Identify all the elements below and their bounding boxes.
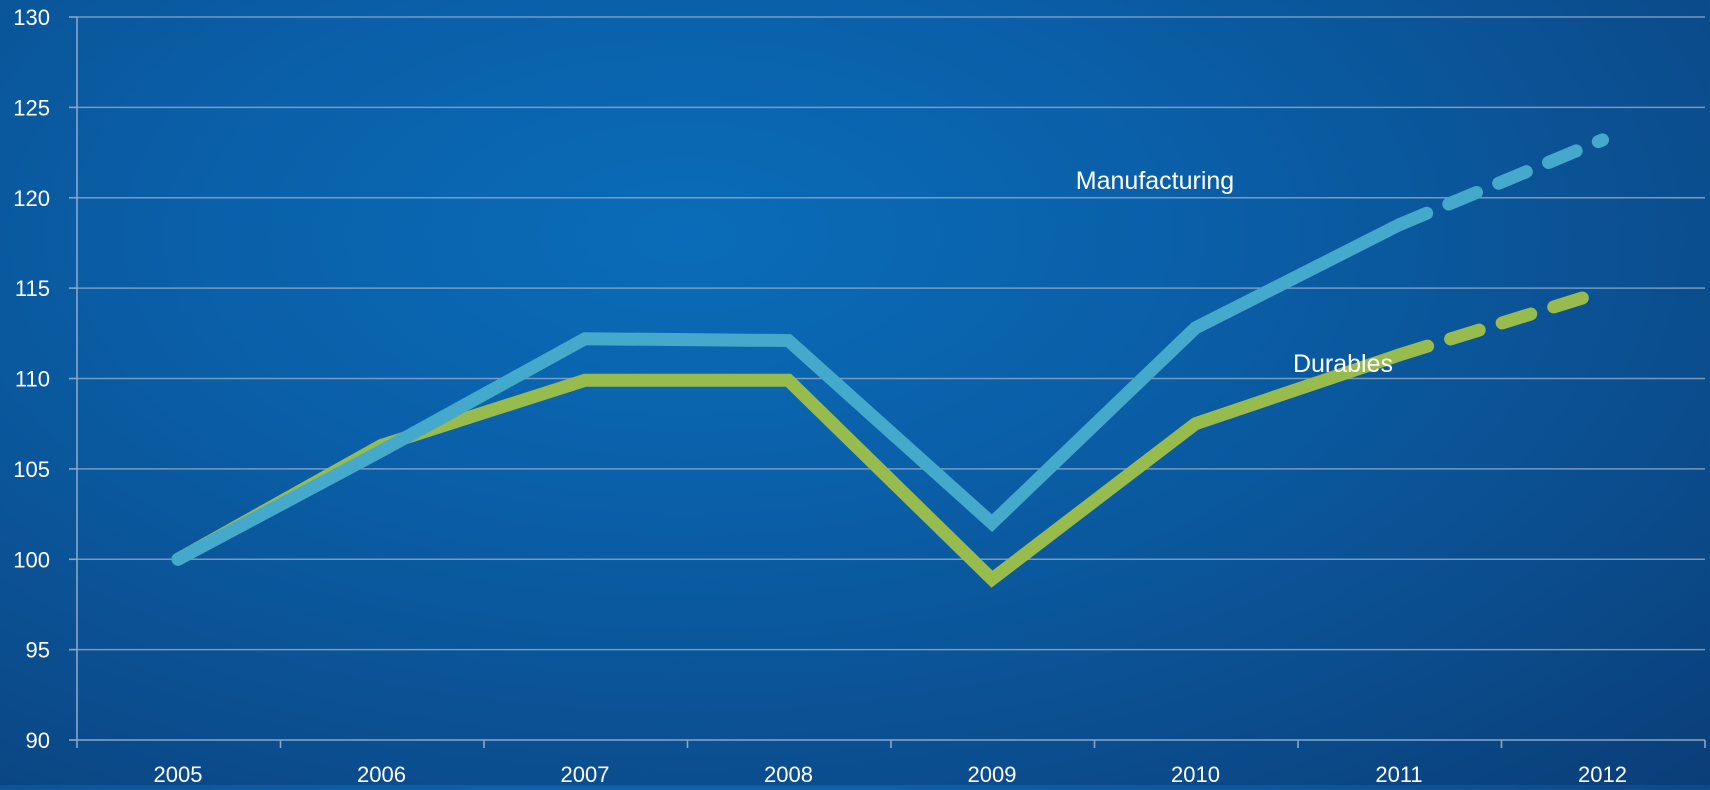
labels: Manufacturing Durables	[1076, 167, 1393, 378]
series-label-manufacturing: Manufacturing	[1076, 167, 1234, 195]
y-tick-label: 125	[13, 95, 50, 120]
y-tick-label: 130	[13, 5, 50, 30]
y-tick-label: 120	[13, 186, 50, 211]
x-tick-label: 2008	[764, 762, 813, 785]
y-tick-label: 115	[15, 276, 50, 301]
x-tick-label: 2009	[968, 762, 1017, 785]
series-label-durables: Durables	[1293, 350, 1393, 378]
series-line-forecast	[1399, 140, 1603, 225]
x-tick-label: 2010	[1171, 762, 1220, 785]
x-tick-label: 2007	[561, 762, 610, 785]
y-tick-label: 90	[26, 728, 50, 753]
series-line-actual	[178, 225, 1399, 559]
axes: 90 95 100 105 110 115 120 125 130 2005 2006 2007 200…	[13, 5, 1705, 785]
y-tick-label: 105	[13, 457, 50, 482]
y-tick-label: 100	[13, 547, 50, 572]
x-tick-label: 2005	[154, 762, 203, 785]
series-line-forecast	[1399, 292, 1603, 355]
y-tick-label: 95	[26, 638, 50, 663]
y-tick-label: 110	[15, 367, 50, 392]
x-tick-label: 2012	[1578, 762, 1627, 785]
x-tick-label: 2006	[357, 762, 406, 785]
x-tick-label: 2011	[1375, 762, 1422, 785]
